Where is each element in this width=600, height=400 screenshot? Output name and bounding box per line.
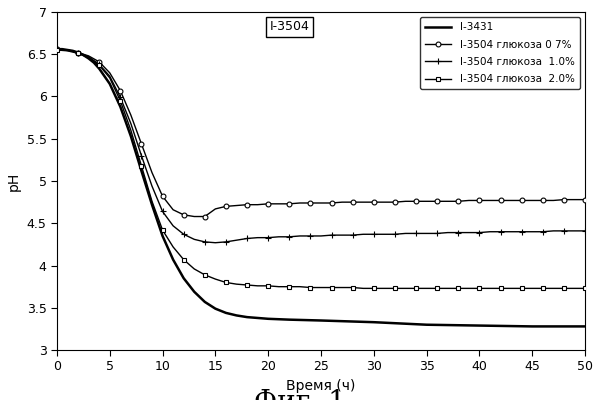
I-3431 (90, 60, 97, 65)
I-3431 (159, 234, 166, 238)
I-3504 глюкоза  1.0% (444, 230, 451, 235)
I-3431 (127, 134, 134, 139)
I-3504 глюкоза 0 7% (581, 197, 589, 202)
Legend: I-3431, I-3504 глюкоза 0 7%, I-3504 глюкоза  1.0%, I-3504 глюкоза  2.0%: I-3431, I-3504 глюкоза 0 7%, I-3504 глюк… (420, 17, 580, 90)
Text: I-3504: I-3504 (269, 20, 309, 33)
I-3431 (223, 310, 230, 315)
I-3504 глюкоза  2.0% (223, 280, 230, 285)
I-3431 (286, 317, 293, 322)
I-3431 (476, 323, 483, 328)
I-3431 (148, 202, 155, 207)
I-3504 глюкоза  2.0% (581, 286, 589, 291)
I-3431 (244, 315, 251, 320)
I-3431 (85, 56, 92, 61)
I-3431 (80, 53, 87, 58)
I-3431 (370, 320, 377, 324)
Line: I-3431: I-3431 (57, 49, 585, 326)
I-3504 глюкоза  1.0% (223, 240, 230, 244)
I-3431 (529, 324, 536, 329)
I-3431 (59, 47, 66, 52)
I-3504 глюкоза  2.0% (53, 48, 61, 52)
I-3431 (317, 318, 325, 323)
I-3504 глюкоза 0 7% (53, 47, 61, 52)
I-3504 глюкоза 0 7% (191, 214, 198, 219)
I-3504 глюкоза  1.0% (212, 240, 219, 245)
Line: I-3504 глюкоза  2.0%: I-3504 глюкоза 2.0% (55, 48, 587, 291)
Text: Фиг. 1: Фиг. 1 (254, 389, 346, 400)
I-3504 глюкоза  2.0% (444, 286, 451, 291)
I-3504 глюкоза 0 7% (444, 199, 451, 204)
I-3504 глюкоза 0 7% (412, 199, 419, 204)
I-3504 глюкоза  2.0% (212, 277, 219, 282)
I-3504 глюкоза 0 7% (233, 203, 240, 208)
Y-axis label: pH: pH (7, 171, 21, 191)
I-3431 (581, 324, 589, 329)
I-3504 глюкоза 0 7% (223, 204, 230, 209)
Line: I-3504 глюкоза 0 7%: I-3504 глюкоза 0 7% (55, 47, 587, 219)
I-3504 глюкоза  1.0% (581, 228, 589, 233)
I-3431 (170, 257, 177, 262)
I-3504 глюкоза 0 7% (170, 207, 177, 212)
I-3431 (95, 66, 103, 71)
I-3431 (212, 306, 219, 311)
I-3431 (191, 289, 198, 294)
I-3504 глюкоза  2.0% (170, 244, 177, 249)
I-3431 (233, 313, 240, 318)
I-3504 глюкоза  2.0% (359, 286, 367, 291)
I-3431 (265, 316, 272, 321)
I-3431 (116, 104, 124, 109)
I-3431 (423, 322, 430, 327)
Line: I-3504 глюкоза  1.0%: I-3504 глюкоза 1.0% (53, 46, 589, 246)
I-3504 глюкоза  1.0% (571, 228, 578, 233)
I-3431 (106, 81, 113, 86)
I-3431 (53, 47, 61, 52)
I-3504 глюкоза  2.0% (412, 286, 419, 291)
I-3504 глюкоза  1.0% (170, 224, 177, 228)
I-3431 (138, 168, 145, 173)
I-3431 (74, 50, 82, 55)
I-3504 глюкоза  1.0% (412, 231, 419, 236)
I-3431 (180, 276, 187, 281)
I-3504 глюкоза  1.0% (233, 238, 240, 242)
I-3504 глюкоза  2.0% (571, 286, 578, 291)
I-3431 (69, 48, 76, 53)
I-3504 глюкоза 0 7% (571, 197, 578, 202)
I-3431 (64, 48, 71, 52)
X-axis label: Время (ч): Время (ч) (286, 379, 356, 393)
I-3504 глюкоза  1.0% (53, 47, 61, 52)
I-3431 (201, 300, 208, 304)
